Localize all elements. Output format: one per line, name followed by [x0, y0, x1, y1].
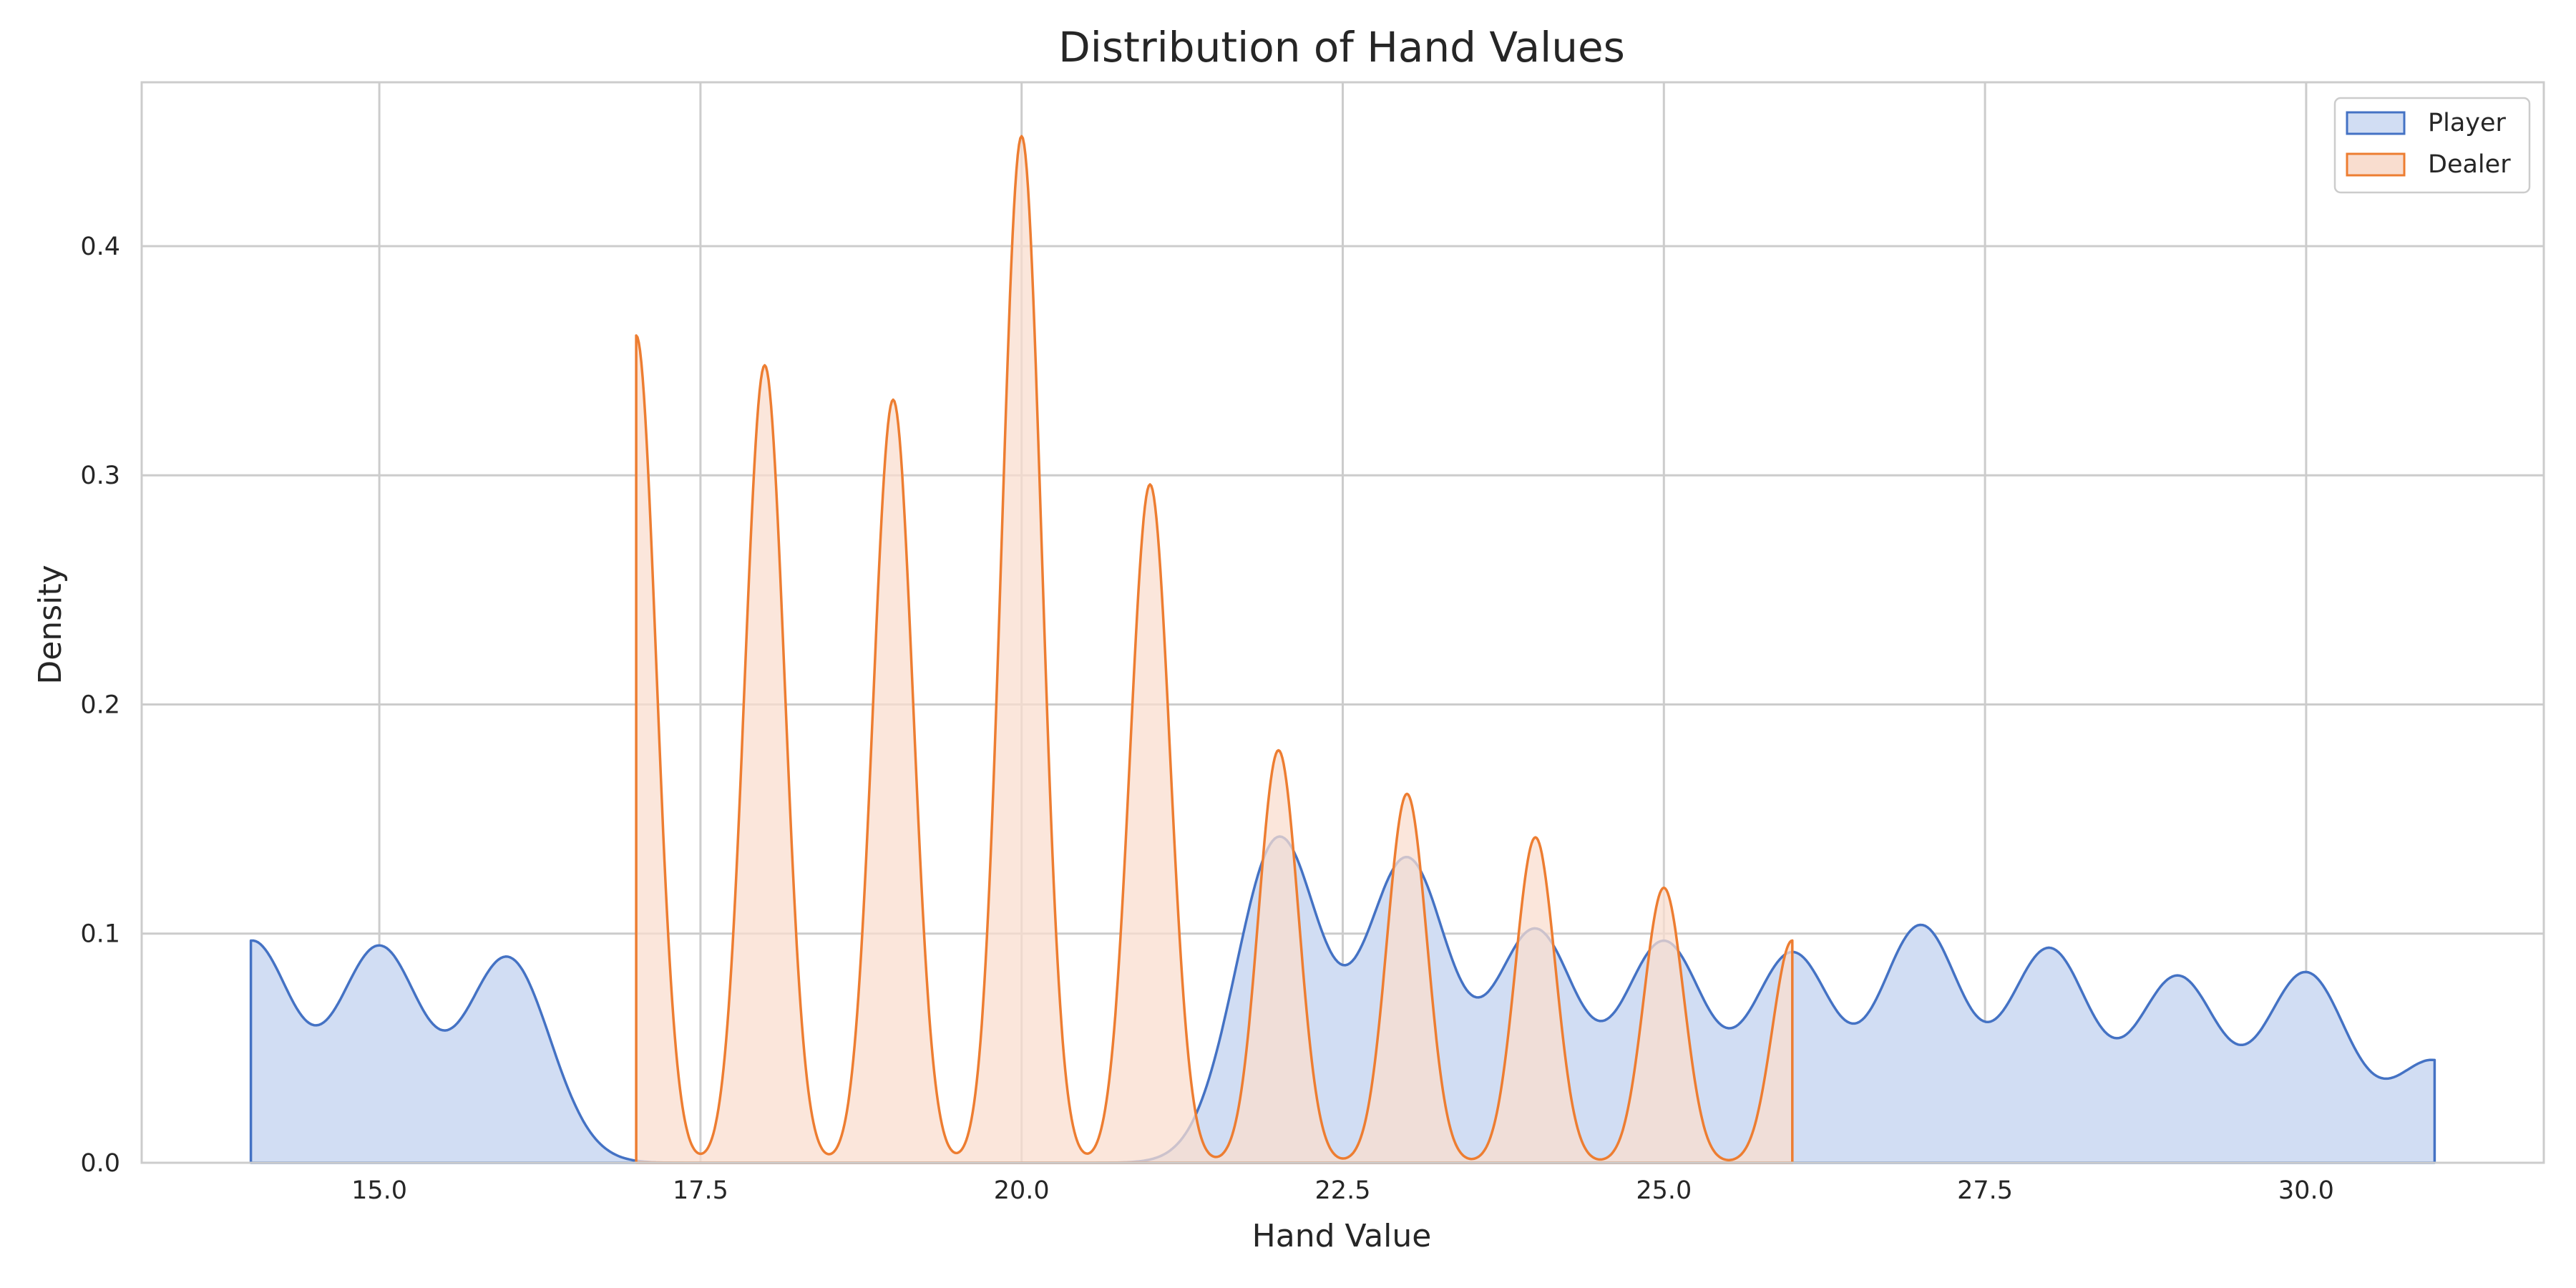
plot-frame [140, 81, 2545, 1164]
y-tick-label: 0.0 [80, 1149, 120, 1178]
legend-swatch-dealer [2346, 152, 2406, 177]
x-tick-label: 30.0 [2278, 1176, 2334, 1205]
tick-labels: 15.0 17.5 20.0 22.5 25.0 27.5 30.0 0.0 0.1 0.2 0.3… [80, 233, 2334, 1205]
legend-swatch-player [2346, 111, 2406, 135]
y-tick-label: 0.3 [80, 462, 120, 490]
x-tick-label: 20.0 [994, 1176, 1050, 1205]
chart-title: Distribution of Hand Values [1058, 23, 1625, 72]
legend: Player Dealer [2333, 97, 2531, 194]
x-axis-label: Hand Value [1252, 1218, 1432, 1254]
x-tick-label: 17.5 [673, 1176, 728, 1205]
x-tick-label: 22.5 [1315, 1176, 1371, 1205]
series-player-area [249, 835, 2436, 1164]
y-axis-label: Density [32, 565, 69, 684]
legend-label-player: Player [2428, 109, 2507, 137]
series-dealer-area [635, 135, 1794, 1164]
x-tick-label: 15.0 [351, 1176, 407, 1205]
y-tick-label: 0.2 [80, 691, 120, 719]
y-tick-label: 0.1 [80, 920, 120, 949]
series-areas [249, 135, 2436, 1164]
x-tick-label: 27.5 [1957, 1176, 2013, 1205]
y-tick-label: 0.4 [80, 233, 120, 261]
x-tick-label: 25.0 [1636, 1176, 1692, 1205]
legend-label-dealer: Dealer [2428, 150, 2511, 179]
